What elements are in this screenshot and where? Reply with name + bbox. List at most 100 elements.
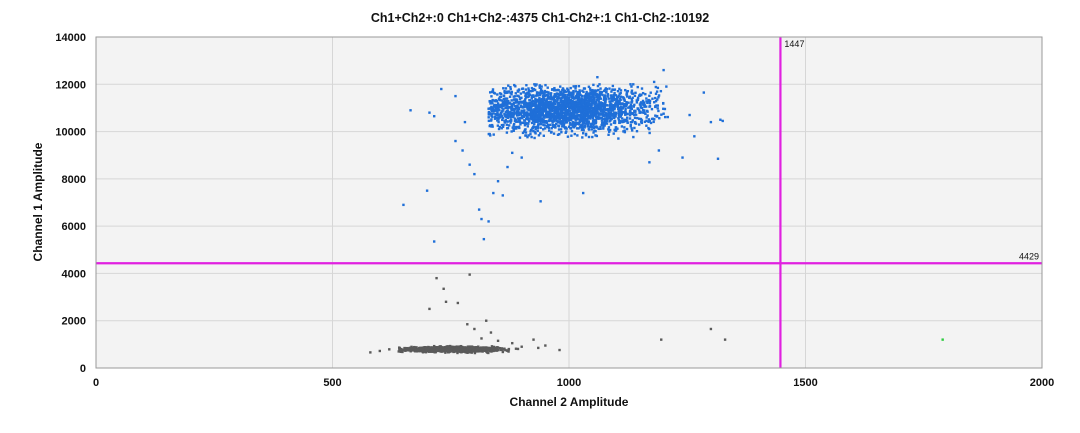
y-tick-label: 6000 [62,221,86,233]
ch1-ch2--point [591,135,594,139]
ch1-ch2--point [629,83,632,86]
y-tick-label: 10000 [55,127,86,139]
ch1-ch2--point [369,351,372,354]
ch1-ch2--point [561,106,565,110]
ch1-ch2--point [570,91,573,94]
ch1-ch2--point [534,100,538,104]
ch1-ch2--point [559,100,563,104]
ch1-ch2--point [594,105,598,109]
ch1-ch2--point [569,100,572,103]
ch1-ch2--point [620,117,624,120]
ch1-ch2--point [611,84,615,88]
ch1-ch2--point [534,94,538,97]
ch1-ch2--point [569,123,572,126]
ch1-ch2--point [654,85,658,89]
ch1-ch2--point [552,95,555,99]
ch1-ch2--point [614,97,617,101]
ch1-ch2--point [576,122,580,126]
ch1-ch2--point [553,99,556,103]
ch1-ch2--point [611,99,614,103]
ch1-ch2--point [622,98,625,101]
ch1-ch2--point [629,121,633,124]
y-axis-title: Channel 1 Amplitude [31,142,45,261]
ch1-ch2--point [487,348,491,351]
ch1-ch2--point [437,348,440,351]
ch1-ch2--point [501,125,505,129]
ch1-ch2--point [536,126,540,130]
ch1-ch2--point [605,115,608,118]
ch1-ch2--point [544,112,548,116]
ch1-ch2--point [629,103,633,107]
ch1-ch2--point [490,350,493,353]
ch1-ch2--point [603,94,607,97]
ch1-ch2--point [485,319,488,322]
ch1-ch2--point [608,113,611,117]
ch1-ch2--point [592,83,595,87]
ch1-ch2--point [557,120,561,123]
ch1-ch2--point [574,121,577,125]
ch1-ch2--point [618,110,622,114]
ch1-ch2--point [517,119,520,122]
ch1-ch2--point [586,125,590,128]
ch1-ch2--point [510,106,514,109]
ch1-ch2--point [537,98,540,101]
ch1-ch2--point [508,95,512,98]
ch1-ch2--point [497,120,500,124]
ch1-ch2--point [503,347,506,351]
ch1-ch2--point [545,125,549,128]
ch1-ch2--point [564,101,567,104]
ch1-ch2--point [518,118,521,121]
ch1-ch2--point [475,346,479,349]
ch1-ch2--point [587,99,590,103]
ch1-ch2--point [654,92,658,95]
ch1-ch2--point [546,95,550,98]
ch1-ch2--point [412,346,415,349]
ch1-ch2--point [648,131,651,135]
ch1-ch2--point [560,104,563,107]
ch1-ch2--point [617,99,621,103]
ch1-ch2--point [583,122,586,125]
ch1-ch2--point [586,107,589,110]
ch1-ch2--point [588,95,591,99]
ch1-ch2--point [501,194,504,197]
ch1-ch2--point [512,103,515,106]
ch1-ch2--point [543,127,547,130]
ch1-ch2--point [561,102,564,106]
ch1-ch2--point [662,107,665,110]
ch1-ch2--point [534,126,537,129]
ch1-ch2--point [654,96,657,100]
ch1-ch2--point [600,91,604,94]
ch1-ch2--point [627,96,631,99]
ch1-ch2--point [626,89,630,93]
ch1-ch2--point [525,111,529,114]
ch1-ch2--point [571,122,574,126]
ch1-ch2--point [606,117,609,121]
ch1-ch2--point [596,75,599,79]
ch1-ch2--point [490,345,494,348]
ch1-ch2--point [638,117,641,120]
ch1-ch2--point [581,101,585,104]
ch1-ch2--point [494,348,498,351]
ch1-ch2--point [541,102,544,105]
ch1-ch2--point [553,88,557,92]
ch1-ch2--point [495,103,498,107]
ch1-ch2--point [538,86,542,90]
ch1-ch2--point [542,118,545,122]
ch1-ch2--point [554,125,557,129]
ch1-ch2--point [527,89,531,92]
ch1-ch2--point [614,129,618,132]
ch1-ch2--point [504,348,507,352]
ch1-ch2--point [526,102,530,105]
threshold-lines[interactable]: 1447 4429 [96,37,1042,368]
ch1-ch2--point [547,92,550,95]
ch1-ch2--point [515,105,518,108]
ch1-ch2--point [592,124,595,127]
ch1-ch2--point [593,119,597,122]
ch1-ch2--point [622,105,625,109]
ch1-ch2--point [501,107,504,110]
ch1-ch2--point [496,105,500,108]
ch1-ch2--point [595,89,598,92]
ch1-ch2--point [541,121,545,124]
ch1-ch2--point [636,107,640,111]
ch1-ch2--point [480,217,483,221]
